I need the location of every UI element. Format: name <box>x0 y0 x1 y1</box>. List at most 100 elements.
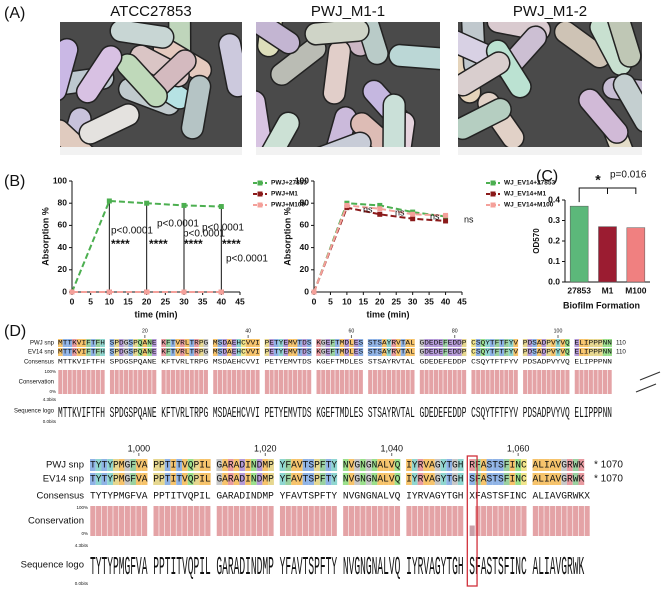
residue-cell <box>574 348 580 356</box>
residue-cell <box>164 473 171 485</box>
residue-cell <box>442 348 448 356</box>
residue-cell <box>222 348 228 356</box>
residue-cell <box>509 459 516 471</box>
residue-cell <box>180 348 185 356</box>
conservation-bar <box>494 370 500 394</box>
residue-cell <box>72 339 77 347</box>
sequence: TYTYPMGFVA PPTITVQPIL GARADINDMP YFAVTSP… <box>90 461 584 472</box>
conservation-bar <box>377 370 382 394</box>
annotation: ns <box>363 204 373 214</box>
conservation-bar <box>77 370 82 394</box>
y-tick-label: 80 <box>300 197 310 207</box>
residue-cell <box>256 473 263 485</box>
conservation-bar <box>443 370 448 394</box>
residue-cell <box>302 473 309 485</box>
residue-cell <box>212 339 218 347</box>
residue-cell <box>508 348 514 356</box>
residue-cell <box>335 348 340 356</box>
residue-cell <box>133 339 138 347</box>
y-axis-label: Absorption % <box>40 207 50 266</box>
residue-cell <box>381 348 387 356</box>
residue-cell <box>239 459 246 471</box>
residue-cell <box>391 348 397 356</box>
conservation-bar <box>136 506 142 536</box>
residue-cell <box>349 348 354 356</box>
residue-cell <box>170 339 176 347</box>
residue-cell <box>90 339 96 347</box>
conservation-bar <box>410 370 415 394</box>
residue-cell <box>561 473 568 485</box>
data-point <box>218 204 224 210</box>
panel-label: (D) <box>4 323 26 340</box>
conservation-bar <box>321 370 326 394</box>
residue-cell <box>222 459 228 471</box>
residue-cell <box>447 348 453 356</box>
residue-cell <box>250 473 257 485</box>
scale-label: 4.3bits <box>43 397 57 402</box>
legend-label: PWJ+M1 <box>271 191 298 198</box>
conservation-bar <box>492 506 498 536</box>
conservation-bar <box>308 506 314 536</box>
conservation-bar <box>170 370 176 394</box>
bar <box>598 226 617 283</box>
residue-cell <box>189 348 195 356</box>
residue-cell <box>522 348 528 356</box>
residue-cell <box>319 473 326 485</box>
x-tick-label: 35 <box>424 296 434 306</box>
position-label: 80 <box>452 328 458 334</box>
conservation-bar <box>377 506 383 536</box>
residue-cell <box>76 348 82 356</box>
x-tick-label: 0 <box>70 296 75 306</box>
residue-cell <box>593 339 598 347</box>
bacterium <box>388 43 440 71</box>
residue-cell <box>320 348 326 356</box>
residue-cell <box>114 348 120 356</box>
residue-cell <box>86 339 91 347</box>
residue-cell <box>81 339 87 347</box>
residue-cell <box>250 459 257 471</box>
residue-cell <box>119 339 124 347</box>
conservation-bar <box>546 370 551 394</box>
residue-cell <box>123 348 129 356</box>
residue-cell <box>549 459 556 471</box>
residue-cell <box>475 459 481 471</box>
logo-sequence: MTTKVIFTFH SPDGSPQANE KFTVRLTRPG MSDAEHC… <box>58 405 612 422</box>
residue-cell <box>480 473 487 485</box>
residue-cell <box>360 473 366 485</box>
conservation-bar <box>222 506 228 536</box>
residue-cell <box>268 473 274 485</box>
data-point <box>377 206 383 212</box>
sem-cells <box>60 22 242 155</box>
conservation-bar <box>72 370 77 394</box>
residue-cell <box>433 348 439 356</box>
residue-cell <box>330 348 335 356</box>
conservation-bar <box>232 370 237 394</box>
residue-cell <box>527 348 533 356</box>
residue-cell <box>187 473 194 485</box>
data-point <box>410 216 416 222</box>
residue-cell <box>217 339 223 347</box>
conservation-bar <box>213 370 218 394</box>
bacterium <box>109 22 175 49</box>
residue-cell <box>330 339 335 347</box>
residue-cell <box>100 348 105 356</box>
bacterium <box>256 111 301 155</box>
x-axis-label: time (min) <box>366 309 409 319</box>
residue-cell <box>151 339 157 347</box>
conservation-bar <box>429 506 435 536</box>
residue-cell <box>181 473 188 485</box>
x-tick-label: 20 <box>375 296 385 306</box>
conservation-bar <box>288 370 293 394</box>
conservation-bar <box>217 370 223 394</box>
residue-cell <box>135 473 142 485</box>
conservation-bar <box>307 370 312 394</box>
conservation-bar <box>67 370 72 394</box>
position-label: 1,060 <box>507 443 530 453</box>
residue-cell <box>532 459 539 471</box>
residue-cell <box>527 339 533 347</box>
y-tick-label: 60 <box>58 220 68 230</box>
residue-cell <box>486 473 493 485</box>
residue-cell <box>485 348 490 356</box>
conservation-bar <box>537 370 542 394</box>
x-tick-label: 20 <box>142 296 152 306</box>
